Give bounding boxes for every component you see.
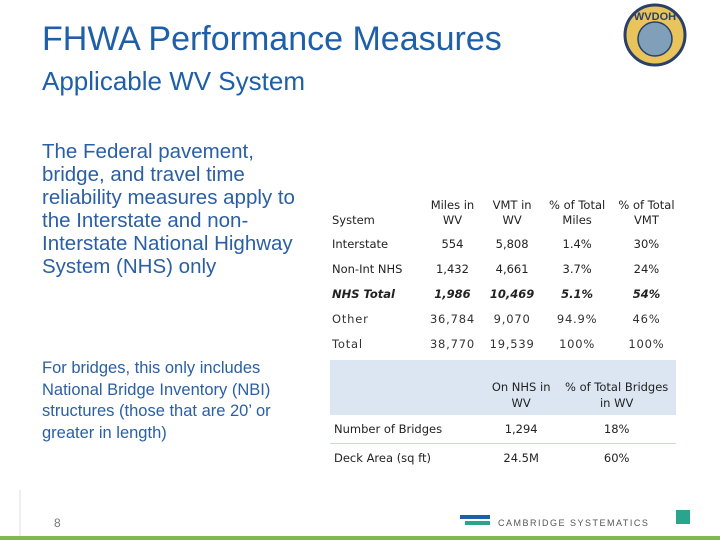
paragraph: The Federal pavement, bridge, and travel… <box>42 140 295 278</box>
table-row: NHS Total 1,986 10,469 5.1% 54% <box>330 281 680 306</box>
table-cell: NHS Total <box>332 286 395 301</box>
table-cell: 1.4% <box>562 236 592 251</box>
table-row: Total 38,770 19,539 100% 100% <box>330 331 680 356</box>
table-cell: 554 <box>441 236 464 251</box>
table-cell: 60% <box>603 451 630 465</box>
table-cell: 24.5M <box>503 451 539 465</box>
system-table: System Miles in WV VMT in WV % of Total Mil… <box>330 148 680 356</box>
header-cell <box>330 360 485 415</box>
table-row: Interstate 554 5,808 1.4% 30% <box>330 231 680 256</box>
table-row: Other 36,784 9,070 94.9% 46% <box>330 306 680 331</box>
table-cell: 10,469 <box>489 286 535 301</box>
table-cell: 1,432 <box>435 261 469 276</box>
header-cell: VMT in WV <box>492 198 532 227</box>
table-cell: Number of Bridges <box>330 415 485 444</box>
header-cell: % of Total VMT <box>618 198 675 227</box>
header-cell: Miles in WV <box>430 198 475 227</box>
title: FHWA Performance Measures <box>42 20 502 58</box>
table-cell: 4,661 <box>495 261 529 276</box>
table-cell: 1,294 <box>485 415 558 444</box>
table-row: Non-Int NHS 1,432 4,661 3.7% 24% <box>330 256 680 281</box>
paragraph: For bridges, this only includes National… <box>42 359 271 442</box>
table-cell: Interstate <box>332 236 389 251</box>
header-cell: On NHS in WV <box>485 360 558 415</box>
table-cell: 3.7% <box>562 261 592 276</box>
table-row: Deck Area (sq ft) 24.5M 60% <box>330 444 676 473</box>
bridge-table: On NHS in WV% of Total Bridges in WV Numb… <box>330 360 676 472</box>
table-cell: 24% <box>633 261 660 276</box>
table-cell: 19,539 <box>489 336 535 351</box>
table-cell: 46% <box>632 311 661 326</box>
table-row: Number of Bridges 1,294 18% <box>330 415 676 444</box>
table-cell: 36,784 <box>429 311 475 326</box>
header-cell: % of Total Bridges in WV <box>557 360 676 415</box>
footer-graphics <box>0 490 720 540</box>
table-cell: Total <box>332 336 363 351</box>
header-cell: System <box>332 213 375 227</box>
table-cell: Deck Area (sq ft) <box>334 451 431 465</box>
table-cell: 30% <box>633 236 660 251</box>
table-cell: 38,770 <box>429 336 475 351</box>
header-cell: % of Total Miles <box>549 198 606 227</box>
table-cell: 100% <box>628 336 665 351</box>
page-number: 8 <box>54 516 61 530</box>
table-cell: 9,070 <box>493 311 531 326</box>
table-cell: 1,986 <box>434 286 471 301</box>
table-cell: 54% <box>632 286 661 301</box>
table-cell: 18% <box>557 415 676 444</box>
table-cell: 94.9% <box>556 311 598 326</box>
table-cell: 5,808 <box>495 236 529 251</box>
table-cell: Non-Int NHS <box>332 261 403 276</box>
table-cell: 5.1% <box>561 286 594 301</box>
subtitle: Applicable WV System <box>42 66 305 96</box>
logo: WVDOH <box>623 3 687 67</box>
brand: CAMBRIDGE SYSTEMATICS <box>498 518 650 528</box>
table-cell: 100% <box>559 336 596 351</box>
table-cell: Other <box>332 311 369 326</box>
logo-text: WVDOH <box>634 11 676 23</box>
